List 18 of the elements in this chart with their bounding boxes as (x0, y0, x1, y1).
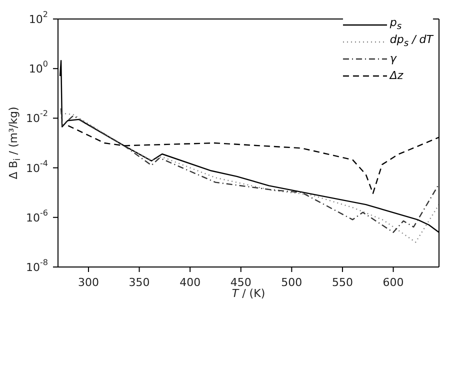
x-tick-label: 400 (180, 276, 201, 289)
y-tick-label: 10$^{-8}$ (26, 258, 48, 274)
y-tick-label: 10$^{0}$ (28, 60, 48, 76)
legend-label: Δz (390, 69, 404, 82)
y-tick-label: 10$^{-2}$ (26, 109, 48, 126)
x-tick-label: 500 (281, 276, 302, 289)
x-tick-label: 450 (230, 276, 252, 289)
x-tick-label: 350 (128, 276, 150, 289)
y-tick-label: 10$^{-4}$ (26, 158, 48, 175)
legend-label: p$_{s}$ (390, 16, 402, 33)
x-tick-label: 600 (382, 276, 404, 289)
x-axis-title: T / (K) (232, 287, 266, 300)
x-tick-label: 550 (332, 276, 353, 289)
x-tick-label: 300 (78, 276, 99, 289)
legend-label: dp$_{s}$ / dT (390, 33, 433, 50)
legend-label: γ (390, 52, 396, 65)
y-tick-label: 10$^{-6}$ (26, 208, 48, 224)
y-tick-label: 10$^{2}$ (28, 10, 48, 26)
